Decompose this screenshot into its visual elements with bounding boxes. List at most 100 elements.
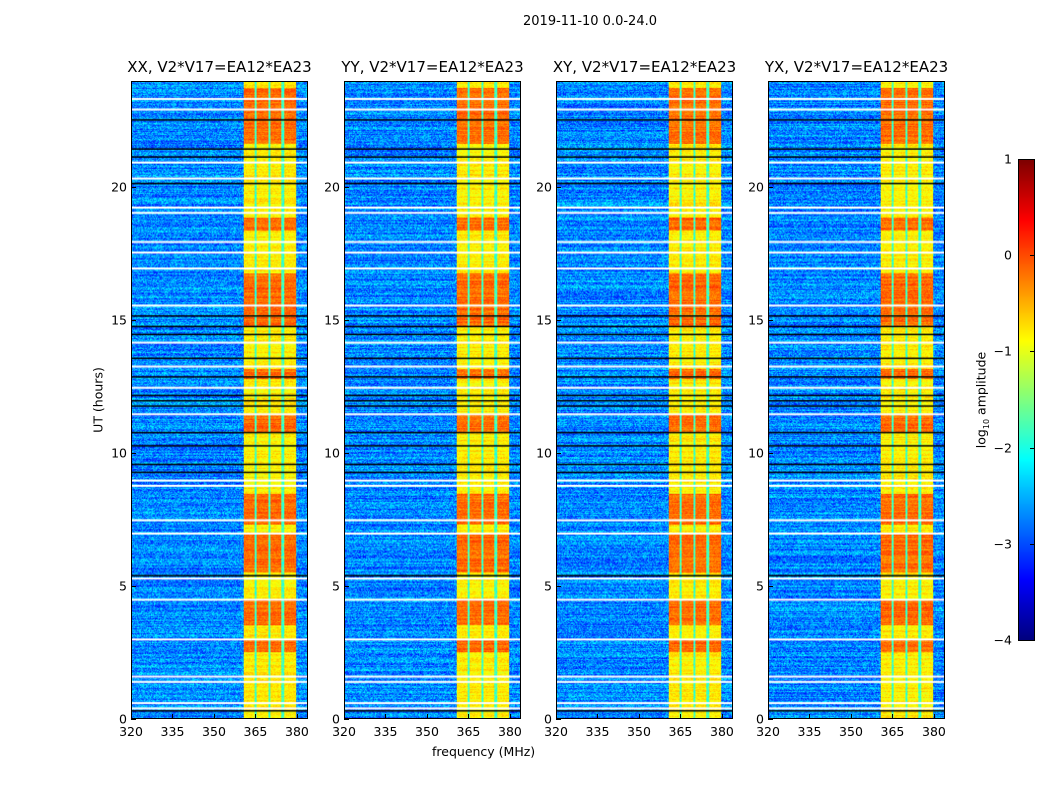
x-tick-label: 380 xyxy=(285,724,309,739)
y-tick-label: 20 xyxy=(748,179,764,195)
y-tick-mark xyxy=(131,320,136,322)
x-axis-label: frequency (MHz) xyxy=(432,744,536,759)
colorbar-label-suffix: amplitude xyxy=(973,351,989,419)
heatmap-panel xyxy=(768,81,945,719)
x-tick-mark xyxy=(850,714,852,719)
x-tick-mark xyxy=(768,714,769,719)
y-tick-label: 0 xyxy=(756,711,764,727)
x-tick-mark xyxy=(296,714,298,719)
x-tick-label: 380 xyxy=(498,724,522,739)
x-tick-mark xyxy=(344,714,345,719)
x-tick-mark xyxy=(255,714,257,719)
x-tick-label: 350 xyxy=(839,724,863,739)
x-tick-mark xyxy=(385,714,387,719)
y-tick-label: 0 xyxy=(332,711,340,727)
colorbar-tick-mark xyxy=(1030,640,1034,641)
y-tick-label: 10 xyxy=(324,445,340,461)
y-tick-mark xyxy=(344,586,349,588)
x-tick-mark xyxy=(809,714,811,719)
y-tick-mark xyxy=(344,719,349,720)
panel-title: YY, V2*V17=EA12*EA23 xyxy=(341,58,524,76)
y-tick-mark xyxy=(768,320,773,322)
x-tick-mark xyxy=(213,714,215,719)
y-tick-mark xyxy=(131,719,136,720)
x-tick-label: 380 xyxy=(922,724,946,739)
x-tick-mark xyxy=(721,714,723,719)
colorbar-tick-label: −4 xyxy=(993,632,1012,648)
y-tick-label: 0 xyxy=(119,711,127,727)
x-tick-label: 350 xyxy=(627,724,651,739)
x-tick-label: 380 xyxy=(710,724,734,739)
y-tick-label: 10 xyxy=(111,445,127,461)
y-tick-label: 20 xyxy=(536,179,552,195)
y-tick-mark xyxy=(768,586,773,588)
x-tick-mark xyxy=(680,714,682,719)
colorbar-tick-mark xyxy=(1030,159,1034,160)
x-tick-label: 335 xyxy=(160,724,185,739)
y-tick-mark xyxy=(556,453,561,455)
y-tick-label: 5 xyxy=(544,578,552,594)
y-tick-label: 10 xyxy=(536,445,552,461)
y-tick-label: 20 xyxy=(324,179,340,195)
y-tick-label: 0 xyxy=(544,711,552,727)
y-tick-mark xyxy=(131,586,136,588)
x-tick-label: 320 xyxy=(119,724,143,739)
y-tick-mark xyxy=(556,586,561,588)
colorbar-tick-label: 1 xyxy=(1004,151,1012,167)
x-tick-mark xyxy=(933,714,935,719)
y-tick-label: 15 xyxy=(111,312,127,328)
y-tick-mark xyxy=(768,187,773,189)
panel-title: YX, V2*V17=EA12*EA23 xyxy=(764,58,949,76)
x-tick-mark xyxy=(468,714,470,719)
panel-title: XX, V2*V17=EA12*EA23 xyxy=(127,58,312,76)
x-tick-mark xyxy=(426,714,428,719)
y-tick-mark xyxy=(344,453,349,455)
x-tick-label: 335 xyxy=(797,724,822,739)
x-tick-mark xyxy=(509,714,511,719)
x-tick-label: 350 xyxy=(415,724,439,739)
colorbar-label: log10 amplitude xyxy=(973,352,991,448)
y-tick-mark xyxy=(131,453,136,455)
colorbar-tick-label: −3 xyxy=(993,536,1012,552)
y-tick-label: 15 xyxy=(748,312,764,328)
x-tick-mark xyxy=(638,714,640,719)
panel-title: XY, V2*V17=EA12*EA23 xyxy=(552,58,737,76)
colorbar-tick-label: 0 xyxy=(1004,247,1012,263)
y-tick-label: 5 xyxy=(756,578,764,594)
y-tick-label: 15 xyxy=(536,312,552,328)
x-tick-label: 365 xyxy=(456,724,481,739)
y-tick-mark xyxy=(131,187,136,189)
y-tick-mark xyxy=(344,320,349,322)
figure-title: 2019-11-10 0.0-24.0 xyxy=(523,14,657,29)
x-tick-mark xyxy=(892,714,894,719)
x-tick-label: 335 xyxy=(585,724,610,739)
x-tick-label: 365 xyxy=(243,724,268,739)
x-tick-label: 320 xyxy=(756,724,780,739)
colorbar-tick-mark xyxy=(1030,255,1034,257)
heatmap-panel xyxy=(556,81,733,719)
colorbar-tick-label: −2 xyxy=(993,440,1012,456)
y-tick-label: 10 xyxy=(748,445,764,461)
colorbar-tick-mark xyxy=(1030,543,1034,545)
x-tick-label: 365 xyxy=(668,724,693,739)
y-axis-label: UT (hours) xyxy=(90,367,106,433)
y-tick-label: 5 xyxy=(332,578,340,594)
x-tick-mark xyxy=(597,714,599,719)
y-tick-label: 15 xyxy=(324,312,340,328)
y-tick-mark xyxy=(556,320,561,322)
x-tick-label: 320 xyxy=(544,724,568,739)
y-tick-mark xyxy=(768,453,773,455)
x-tick-mark xyxy=(556,714,557,719)
x-tick-label: 335 xyxy=(373,724,398,739)
colorbar-label-sub: 10 xyxy=(981,418,991,430)
colorbar-tick-mark xyxy=(1030,351,1034,353)
x-tick-label: 350 xyxy=(202,724,226,739)
colorbar-tick-label: −1 xyxy=(993,343,1012,359)
heatmap-panel xyxy=(344,81,521,719)
y-tick-mark xyxy=(556,187,561,189)
colorbar-tick-mark xyxy=(1030,447,1034,449)
y-tick-label: 5 xyxy=(119,578,127,594)
y-tick-mark xyxy=(344,187,349,189)
x-tick-label: 320 xyxy=(332,724,356,739)
